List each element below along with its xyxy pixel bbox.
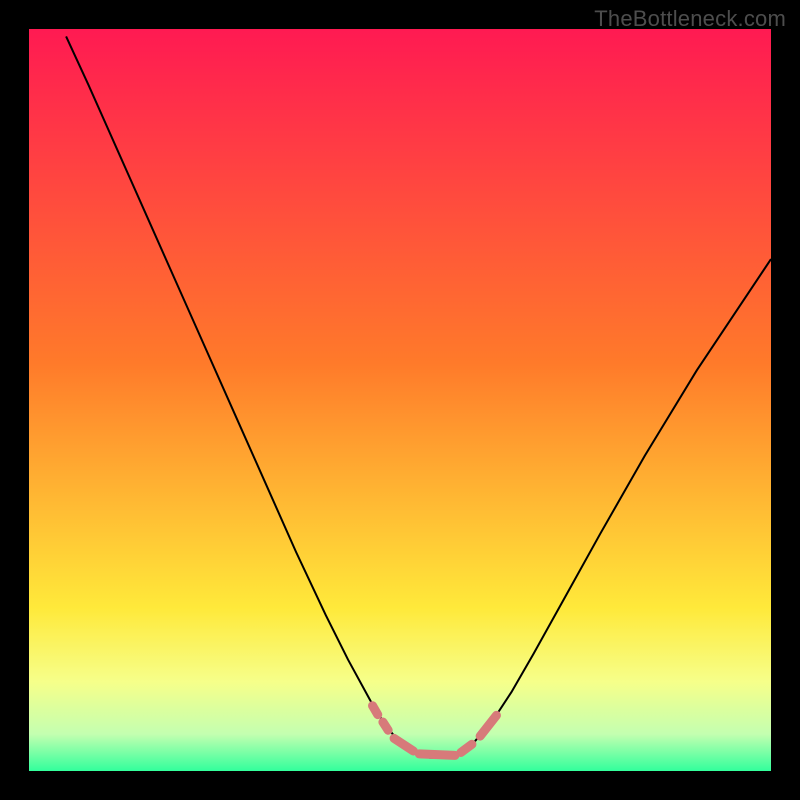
plot-area <box>29 29 771 771</box>
bottleneck-curve <box>66 36 771 757</box>
highlight-segment-1 <box>383 722 388 730</box>
highlight-segment-5 <box>480 715 496 736</box>
highlight-segment-4 <box>461 744 472 752</box>
watermark-text: TheBottleneck.com <box>594 6 786 32</box>
highlight-segment-0 <box>373 706 378 715</box>
highlight-segment-2 <box>394 738 413 751</box>
chart-frame: TheBottleneck.com <box>0 0 800 800</box>
highlight-segment-3 <box>419 754 455 755</box>
curve-layer <box>29 29 771 771</box>
